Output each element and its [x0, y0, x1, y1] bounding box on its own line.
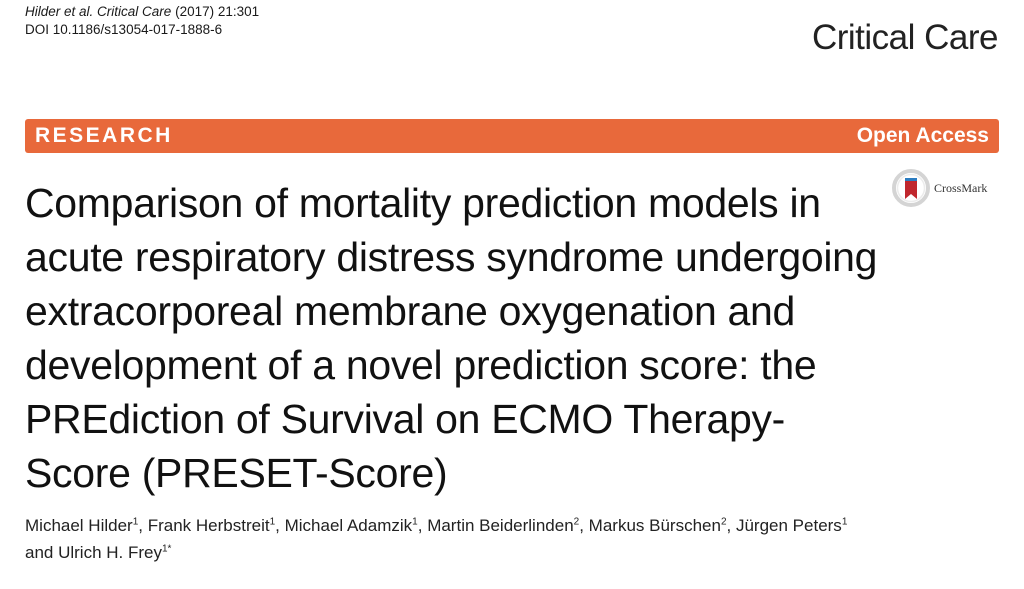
citation-authors: Hilder et al. — [25, 4, 94, 19]
article-type-label: RESEARCH — [35, 124, 173, 147]
author-name[interactable]: and Ulrich H. Frey — [25, 543, 162, 562]
open-access-label: Open Access — [856, 124, 989, 147]
author-name[interactable]: Michael Hilder — [25, 516, 133, 535]
author-name[interactable]: Michael Adamzik — [284, 516, 413, 535]
author-affiliation: 1* — [161, 543, 172, 555]
author-list: Michael Hilder1, Frank Herbstreit1, Mich… — [25, 516, 848, 562]
author-affiliation: 1 — [412, 516, 418, 528]
author-name[interactable]: Markus Bürschen — [588, 516, 721, 535]
author-affiliation: 2 — [720, 516, 727, 528]
citation-doi[interactable]: DOI 10.1186/s13054-017-1888-6 — [25, 22, 223, 37]
author-affiliation: 1 — [269, 516, 276, 528]
citation-journal: Critical Care — [97, 4, 172, 19]
author-name[interactable]: Frank Herbstreit — [147, 516, 270, 535]
author-name[interactable]: Jürgen Peters — [735, 516, 842, 535]
author-name[interactable]: Martin Beiderlinden — [427, 516, 574, 535]
citation-year-volume: (2017) 21:301 — [175, 4, 260, 19]
author-affiliation: 2 — [573, 516, 580, 528]
article-title: Comparison of mortality prediction model… — [25, 180, 878, 496]
journal-logo[interactable]: Critical Care — [811, 18, 999, 57]
crossmark-icon — [892, 169, 930, 207]
citation-line: Hilder et al. Critical Care (2017) 21:30… — [25, 3, 259, 21]
citation-block: Hilder et al. Critical Care (2017) 21:30… — [25, 3, 259, 39]
crossmark-badge[interactable]: CrossMark — [892, 168, 987, 208]
crossmark-label: CrossMark — [934, 180, 988, 195]
author-affiliation: 1 — [132, 516, 139, 528]
article-type-banner: RESEARCH Open Access — [25, 119, 999, 153]
author-affiliation: 1 — [841, 516, 848, 528]
